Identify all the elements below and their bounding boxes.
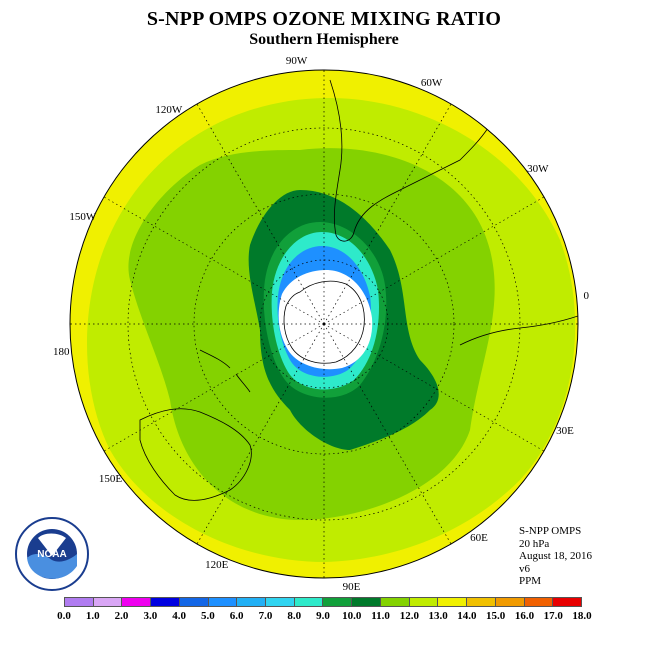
info-instrument: S-NPP OMPS	[519, 525, 582, 537]
color-legend-tick: 1.0	[85, 610, 100, 622]
color-legend-tick: 3.0	[143, 610, 158, 622]
color-legend-swatch	[122, 598, 152, 606]
meridian-line	[103, 196, 325, 325]
color-legend-swatch	[438, 598, 468, 606]
noaa-logo: NOAA	[15, 517, 89, 591]
color-legend-swatch	[409, 598, 439, 606]
new-zealand-coastline	[199, 349, 251, 393]
south-pole-marker	[322, 322, 326, 326]
map-info: S-NPP OMPS 20 hPa August 18, 2016 v6 PPM	[519, 525, 592, 588]
longitude-label: 90E	[342, 580, 361, 593]
info-units: PPM	[519, 575, 542, 587]
meridians	[70, 70, 578, 578]
color-legend-bar	[64, 597, 582, 607]
longitude-label: 120W	[155, 104, 183, 117]
meridian-line	[196, 103, 325, 325]
africa-coastline	[459, 315, 578, 346]
color-legend-tick: 5.0	[201, 610, 215, 622]
color-legend-labels: 0.0 1.0 2.0 3.0 4.0 5.0 6.0 7.0 8.0 9.0 10.0 11.0 12…	[0, 610, 648, 624]
antarctica-coastline	[283, 280, 365, 364]
south-america-coastline	[329, 79, 489, 242]
color-legend-tick: 12.0	[399, 610, 419, 622]
color-legend-swatch	[237, 598, 267, 606]
map-subtitle: Southern Hemisphere	[249, 31, 399, 48]
color-legend-tick: 16.0	[514, 610, 535, 622]
color-legend-swatch	[553, 598, 581, 606]
meridian-line	[196, 323, 325, 545]
color-legend-swatch	[93, 598, 123, 606]
color-legend-tick: 9.0	[316, 610, 330, 622]
color-legend-tick: 11.0	[371, 610, 390, 622]
info-date: August 18, 2016	[519, 550, 593, 562]
color-legend-tick: 13.0	[428, 610, 448, 622]
color-legend-swatch	[467, 598, 496, 606]
color-legend-tick: 14.0	[457, 610, 477, 622]
meridian-line	[103, 323, 325, 452]
meridian-line	[323, 196, 545, 325]
color-legend-swatch	[380, 598, 410, 606]
map-border	[69, 69, 579, 579]
color-legend-tick: 8.0	[287, 610, 302, 622]
info-version: v6	[519, 562, 530, 575]
meridian-line	[323, 103, 452, 325]
color-legend-swatch	[151, 598, 180, 606]
svg-text:NOAA: NOAA	[37, 549, 66, 560]
color-legend-swatch	[524, 598, 554, 606]
longitude-label: 60E	[470, 531, 488, 544]
longitude-label: 30E	[556, 425, 574, 438]
map-title: S-NPP OMPS OZONE MIXING RATIO	[146, 8, 502, 30]
meridian-line	[323, 323, 452, 545]
latitude-circle-middle	[193, 193, 455, 455]
color-legend-swatch	[266, 598, 295, 606]
color-legend-tick: 4.0	[172, 610, 186, 622]
color-legend-tick: 10.0	[342, 610, 362, 622]
meridian-line	[323, 323, 545, 452]
ozone-depleted-pole	[278, 270, 373, 370]
longitude-label: 120E	[205, 559, 229, 572]
color-legend-swatch	[65, 598, 94, 606]
australia-coastline	[139, 408, 252, 501]
longitude-label: 150E	[98, 473, 123, 486]
color-legend-swatch	[352, 598, 381, 606]
color-legend-tick: 2.0	[114, 610, 129, 622]
longitude-label: 180	[52, 345, 70, 358]
latitude-circle-outer	[127, 127, 521, 521]
longitude-label: 0	[583, 290, 590, 303]
info-level: 20 hPa	[519, 537, 550, 550]
color-legend-swatch	[294, 598, 324, 606]
longitude-label: 150W	[69, 210, 97, 223]
color-legend-swatch	[208, 598, 238, 606]
longitude-label: 30W	[527, 162, 549, 175]
color-legend-swatch	[179, 598, 209, 606]
color-legend-swatch	[323, 598, 353, 606]
color-legend-tick: 17.0	[543, 610, 563, 622]
color-legend-tick: 0.0	[57, 610, 71, 622]
longitude-label: 60W	[420, 76, 443, 89]
color-legend-tick: 18.0	[572, 610, 592, 622]
color-legend-tick: 7.0	[258, 610, 273, 622]
color-legend-swatch	[495, 598, 525, 606]
color-legend-tick: 15.0	[486, 610, 506, 622]
color-legend-tick: 6.0	[229, 610, 244, 622]
longitude-label: 90W	[285, 55, 308, 68]
